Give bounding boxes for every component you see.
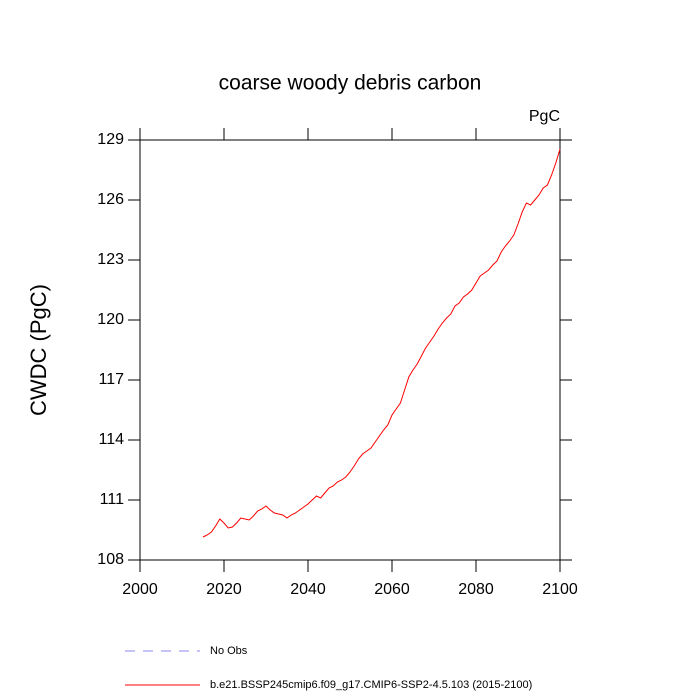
y-tick-label: 126 (97, 191, 124, 208)
chart-title: coarse woody debris carbon (219, 72, 482, 95)
y-tick-label: 114 (98, 431, 124, 448)
legend-label: b.e21.BSSP245cmip6.f09_g17.CMIP6-SSP2-4.… (210, 679, 532, 691)
y-tick-label: 123 (97, 251, 124, 268)
y-tick-label: 129 (97, 131, 124, 148)
x-tick-label: 2040 (290, 581, 326, 598)
plot-frame (139, 139, 561, 561)
legend-label: No Obs (210, 645, 248, 657)
x-tick-label: 2100 (542, 581, 578, 598)
y-tick-label: 111 (100, 491, 124, 508)
x-tick-label: 2020 (206, 581, 242, 598)
x-tick-label: 2060 (374, 581, 410, 598)
y-tick-label: 108 (97, 551, 124, 568)
y-tick-label: 117 (98, 371, 124, 388)
y-axis-label: CWDC (PgC) (26, 284, 51, 416)
x-tick-label: 2080 (458, 581, 494, 598)
x-tick-label: 2000 (122, 581, 158, 598)
units-label: PgC (529, 108, 560, 125)
data-line (202, 148, 561, 538)
y-tick-label: 120 (97, 311, 124, 328)
